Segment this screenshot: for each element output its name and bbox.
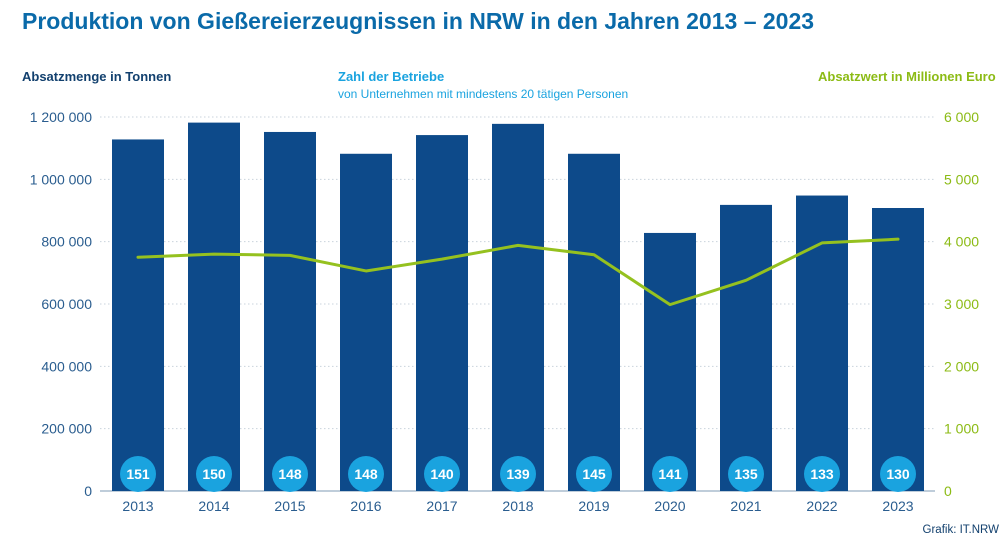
bar-2021 <box>720 204 772 491</box>
x-tick: 2013 <box>122 498 153 514</box>
bar-2023 <box>872 208 924 492</box>
bar-2017 <box>416 135 468 491</box>
source-credit: Grafik: IT.NRW <box>922 524 999 536</box>
badge-2015 <box>272 456 308 492</box>
y-tick-left: 200 000 <box>41 421 92 437</box>
bar-2014 <box>188 122 240 492</box>
badge-series-subtitle: von Unternehmen mit mindestens 20 tätige… <box>338 87 629 101</box>
badge-label: 140 <box>430 466 454 482</box>
badge-label: 133 <box>810 466 834 482</box>
badge-label: 141 <box>658 466 682 482</box>
y-tick-left: 1 000 000 <box>30 171 92 187</box>
x-tick: 2021 <box>730 498 761 514</box>
y-tick-right: 3 000 <box>944 296 979 312</box>
y-tick-right: 1 000 <box>944 421 979 437</box>
badge-2016 <box>348 456 384 492</box>
x-tick: 2019 <box>578 498 609 514</box>
badge-series-title: Zahl der Betriebe <box>338 69 445 84</box>
y-tick-left: 1 200 000 <box>30 109 92 125</box>
bar-2013 <box>112 139 164 491</box>
bar-2020 <box>644 232 696 491</box>
chart-title: Produktion von Gießereierzeugnissen in N… <box>22 8 815 34</box>
bar-2015 <box>264 131 316 491</box>
x-tick: 2014 <box>198 498 229 514</box>
y-tick-left: 400 000 <box>41 358 92 374</box>
x-tick: 2015 <box>274 498 305 514</box>
y-tick-right: 2 000 <box>944 358 979 374</box>
bar-2022 <box>796 195 848 492</box>
bar-2018 <box>492 123 544 492</box>
y-tick-right: 5 000 <box>944 171 979 187</box>
x-tick: 2023 <box>882 498 913 514</box>
badge-label: 150 <box>202 466 226 482</box>
y-tick-right: 4 000 <box>944 234 979 250</box>
x-tick: 2016 <box>350 498 381 514</box>
x-tick: 2022 <box>806 498 837 514</box>
bar-2016 <box>340 153 392 491</box>
badge-2019 <box>576 456 612 492</box>
y-tick-right: 0 <box>944 483 952 499</box>
badge-label: 139 <box>506 466 530 482</box>
x-tick: 2018 <box>502 498 533 514</box>
badge-2022 <box>804 456 840 492</box>
badge-label: 148 <box>278 466 302 482</box>
y-tick-left: 0 <box>84 483 92 499</box>
badge-2018 <box>500 456 536 492</box>
x-tick: 2017 <box>426 498 457 514</box>
left-axis-title: Absatzmenge in Tonnen <box>22 69 172 84</box>
badge-2020 <box>652 456 688 492</box>
right-axis-title: Absatzwert in Millionen Euro <box>818 69 996 84</box>
badge-label: 145 <box>582 466 606 482</box>
badge-label: 130 <box>886 466 910 482</box>
x-tick: 2020 <box>654 498 685 514</box>
y-tick-right: 6 000 <box>944 109 979 125</box>
badge-2014 <box>196 456 232 492</box>
y-tick-left: 800 000 <box>41 234 92 250</box>
badge-label: 148 <box>354 466 378 482</box>
badge-2021 <box>728 456 764 492</box>
y-tick-left: 600 000 <box>41 296 92 312</box>
badge-label: 151 <box>126 466 150 482</box>
badge-2017 <box>424 456 460 492</box>
badge-2023 <box>880 456 916 492</box>
badge-label: 135 <box>734 466 758 482</box>
bar-2019 <box>568 153 620 491</box>
badge-2013 <box>120 456 156 492</box>
